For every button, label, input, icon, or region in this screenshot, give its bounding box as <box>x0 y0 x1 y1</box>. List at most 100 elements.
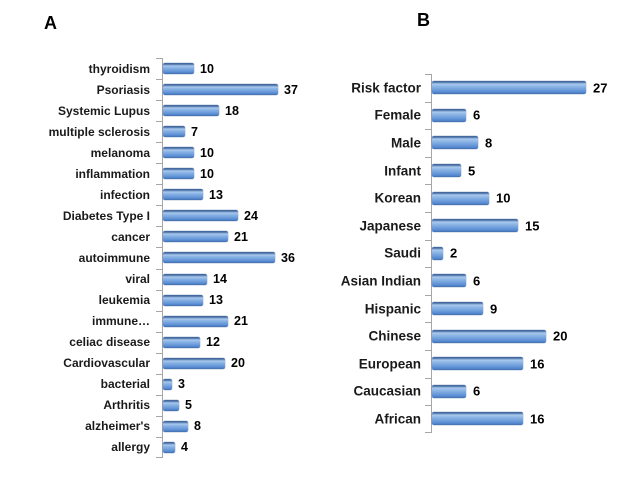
axis-tick <box>425 240 431 241</box>
axis-tick <box>156 58 162 59</box>
category-label: bacterial <box>100 377 150 392</box>
value-label: 10 <box>496 190 511 206</box>
category-label: European <box>358 356 421 372</box>
bar <box>163 441 175 453</box>
axis-tick <box>156 437 162 438</box>
category-label: inflammation <box>75 166 150 181</box>
value-label: 27 <box>593 80 608 96</box>
bar <box>432 164 461 178</box>
bar <box>163 315 228 327</box>
chart-row: Female 6 <box>314 102 628 130</box>
value-label: 10 <box>200 145 214 160</box>
category-label: Korean <box>374 190 421 206</box>
bar <box>432 246 443 260</box>
axis-tick <box>425 350 431 351</box>
value-label: 7 <box>191 124 198 139</box>
chart-row: Caucasian 6 <box>314 378 628 406</box>
category-label: thyroidism <box>88 61 150 76</box>
category-label: Caucasian <box>353 383 421 399</box>
axis-tick <box>425 378 431 379</box>
chart-row: thyroidism 10 <box>0 58 314 79</box>
chart-row: viral 14 <box>0 269 314 290</box>
axis-tick <box>156 332 162 333</box>
value-label: 14 <box>213 271 227 286</box>
bar <box>432 329 546 343</box>
chart-row: Cardiovascular 20 <box>0 353 314 374</box>
value-label: 20 <box>553 328 568 344</box>
chart-row: Risk factor 27 <box>314 74 628 102</box>
chart-row: inflammation 10 <box>0 163 314 184</box>
chart-row: Korean 10 <box>314 184 628 212</box>
value-label: 21 <box>234 313 248 328</box>
bar <box>163 126 185 138</box>
axis-tick <box>425 322 431 323</box>
chart-row: alzheimer's 8 <box>0 416 314 437</box>
category-label: celiac disease <box>69 335 150 350</box>
chart-row: Arthritis 5 <box>0 395 314 416</box>
value-label: 9 <box>490 301 498 317</box>
axis-tick <box>156 353 162 354</box>
chart-row: Hispanic 9 <box>314 295 628 323</box>
bar <box>163 189 203 201</box>
category-label: Female <box>374 107 421 123</box>
axis-tick <box>156 247 162 248</box>
category-label: Hispanic <box>364 300 421 316</box>
value-label: 10 <box>200 166 214 181</box>
bar <box>432 357 523 371</box>
axis-tick <box>156 269 162 270</box>
bar <box>163 357 225 369</box>
chart-row: leukemia 13 <box>0 290 314 311</box>
chart-row: infection 13 <box>0 184 314 205</box>
bar <box>432 108 466 122</box>
value-label: 5 <box>468 163 476 179</box>
axis-tick <box>156 205 162 206</box>
bar <box>163 84 278 96</box>
chart-row: Psoriasis 37 <box>0 79 314 100</box>
value-label: 10 <box>200 61 214 76</box>
bar <box>163 273 207 285</box>
chart-row: Japanese 15 <box>314 212 628 240</box>
value-label: 15 <box>525 218 540 234</box>
panel-b-title: B <box>417 10 431 30</box>
category-label: Psoriasis <box>96 82 150 97</box>
bar <box>432 136 478 150</box>
value-label: 20 <box>231 355 245 370</box>
category-label: immune… <box>91 314 150 329</box>
axis-tick <box>156 374 162 375</box>
axis-tick <box>425 157 431 158</box>
y-axis-line <box>431 74 432 433</box>
bar <box>432 412 523 426</box>
axis-tick <box>156 395 162 396</box>
value-label: 36 <box>281 250 295 265</box>
category-label: leukemia <box>98 293 150 308</box>
chart-row: Saudi 2 <box>314 240 628 268</box>
chart-row: European 16 <box>314 350 628 378</box>
chart-row: cancer 21 <box>0 226 314 247</box>
bar <box>163 147 194 159</box>
category-label: Japanese <box>359 218 421 234</box>
value-label: 8 <box>485 135 493 151</box>
chart-row: autoimmune 36 <box>0 247 314 268</box>
axis-tick <box>156 416 162 417</box>
chart-row: allergy 4 <box>0 437 314 458</box>
chart-row: African 16 <box>314 405 628 433</box>
axis-tick <box>156 100 162 101</box>
category-label: viral <box>125 272 150 287</box>
category-label: Saudi <box>384 245 421 261</box>
axis-tick <box>425 295 431 296</box>
bar <box>163 252 275 264</box>
axis-tick <box>156 163 162 164</box>
value-label: 16 <box>530 356 545 372</box>
bar <box>163 105 219 117</box>
chart-row: melanoma 10 <box>0 142 314 163</box>
axis-tick <box>425 267 431 268</box>
bar <box>163 378 172 390</box>
chart-row: bacterial 3 <box>0 374 314 395</box>
chart-row: celiac disease 12 <box>0 332 314 353</box>
category-label: infection <box>100 187 150 202</box>
category-label: allergy <box>111 440 150 455</box>
value-label: 13 <box>209 187 223 202</box>
bar <box>163 420 188 432</box>
bar <box>432 81 586 95</box>
category-label: Chinese <box>368 328 421 344</box>
